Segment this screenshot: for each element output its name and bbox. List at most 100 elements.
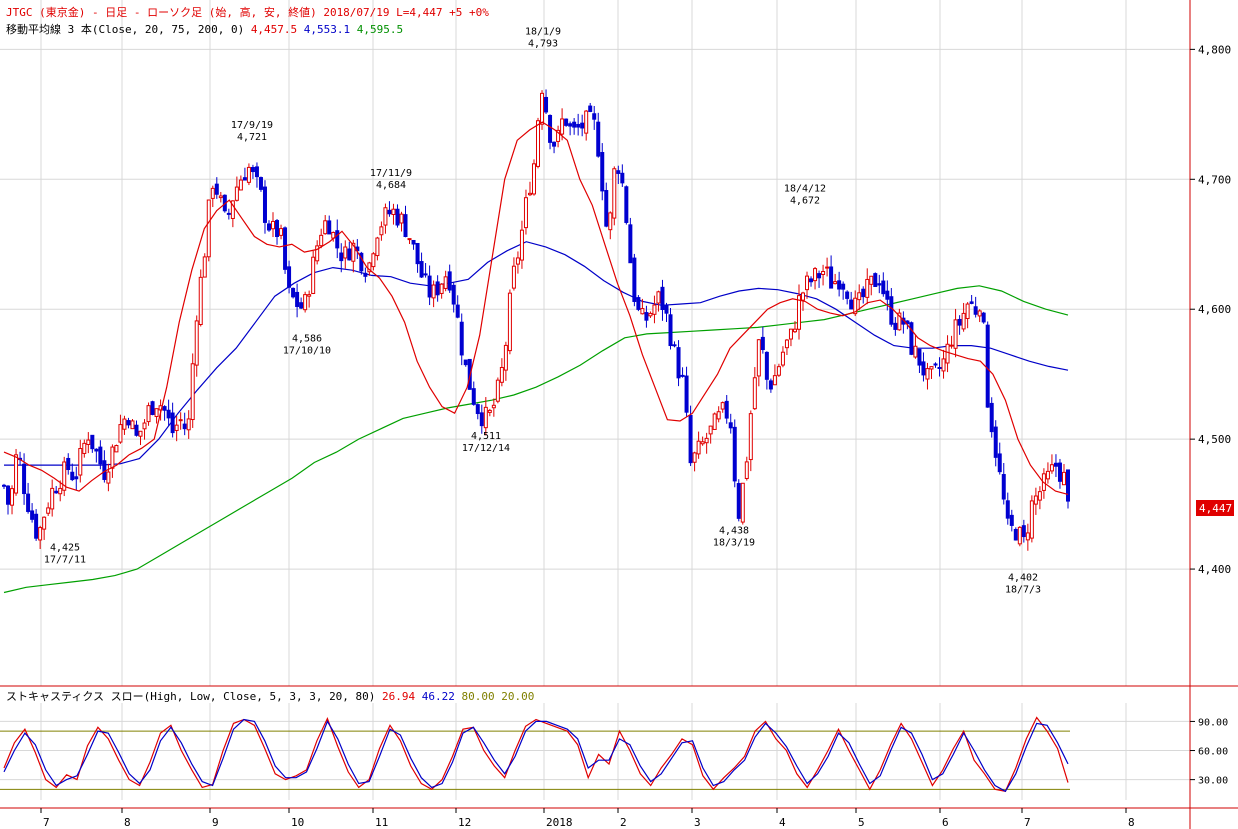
candle-up — [319, 234, 324, 247]
candle-up — [178, 419, 183, 422]
candle-up — [1049, 464, 1054, 472]
candle-down — [1013, 528, 1018, 541]
candle-down — [291, 287, 296, 298]
candle-down — [1066, 469, 1070, 502]
candle-up — [238, 179, 243, 191]
candle-down — [672, 344, 677, 347]
candle-down — [572, 121, 577, 128]
candle-down — [809, 278, 814, 283]
candle-up — [949, 344, 954, 347]
candle-down — [26, 493, 31, 512]
date-tick-label: 9 — [212, 816, 219, 829]
candle-down — [34, 513, 39, 539]
candle-down — [6, 485, 11, 505]
stochastic-d-line — [3, 718, 1069, 793]
annotation-date: 18/7/3 — [1005, 584, 1041, 595]
candle-up — [194, 320, 199, 366]
candle-up — [792, 328, 797, 333]
candle-down — [435, 281, 440, 296]
candle-up — [772, 375, 777, 386]
candle-down — [214, 183, 219, 195]
candle-up — [833, 281, 838, 285]
candle-up — [110, 446, 115, 469]
candle-down — [592, 113, 597, 120]
candle-up — [138, 430, 143, 437]
annotation-value: 4,586 — [292, 333, 322, 344]
candle-up — [941, 358, 946, 372]
candle-down — [957, 318, 962, 326]
candle-up — [46, 507, 51, 514]
price-tick-label: 4,400 — [1198, 563, 1231, 576]
candle-down — [909, 322, 914, 355]
candle-down — [170, 412, 175, 434]
candle-up — [527, 192, 532, 196]
ma-legend-label: 移動平均線 3 本(Close, 20, 75, 200, 0) — [6, 23, 245, 36]
candle-up — [439, 283, 444, 294]
candle-up — [1061, 471, 1066, 486]
candle-down — [134, 424, 139, 436]
candle-down — [262, 186, 267, 223]
candle-down — [22, 463, 27, 495]
stochastic-k-line — [3, 716, 1069, 792]
candle-up — [323, 220, 328, 235]
candle-up — [343, 246, 348, 259]
candle-up — [865, 278, 870, 298]
candle-down — [1021, 525, 1026, 538]
candle-down — [102, 460, 107, 480]
candle-down — [937, 366, 942, 369]
annotation-date: 17/9/19 — [231, 120, 273, 131]
ma20-line — [3, 121, 1069, 495]
candle-up — [708, 425, 713, 435]
candle-down — [1001, 474, 1006, 500]
candle-down — [266, 223, 271, 231]
stochastic-d-value: 46.22 — [421, 690, 455, 703]
candle-up — [821, 271, 826, 275]
candle-up — [42, 516, 47, 530]
candle-down — [90, 434, 95, 450]
date-tick-label: 4 — [779, 816, 786, 829]
last-price-label: 4,447 — [1199, 502, 1232, 515]
candle-up — [640, 308, 645, 315]
stochastic-tick-label: 90.00 — [1198, 717, 1228, 728]
candle-down — [419, 261, 424, 278]
candle-down — [969, 301, 974, 304]
annotation-value: 4,793 — [528, 38, 558, 49]
candle-up — [303, 294, 308, 311]
candle-up — [375, 237, 380, 257]
candle-up — [130, 420, 135, 430]
candle-up — [523, 197, 528, 229]
candle-down — [411, 239, 416, 245]
date-tick-label: 11 — [375, 816, 388, 829]
candle-down — [849, 299, 854, 310]
stochastic-high-value: 80.00 — [461, 690, 495, 703]
candle-up — [515, 257, 520, 265]
candle-down — [459, 321, 464, 356]
candle-down — [580, 122, 585, 129]
ma20-path — [3, 121, 1069, 495]
candle-up — [656, 291, 661, 304]
candle-down — [596, 121, 601, 157]
candle-up — [202, 256, 207, 278]
candle-up — [519, 229, 524, 261]
candle-down — [624, 186, 629, 223]
candle-up — [869, 275, 874, 285]
candle-up — [58, 487, 63, 495]
candle-up — [351, 242, 356, 262]
candle-down — [423, 273, 428, 276]
candle-up — [977, 310, 982, 317]
candle-down — [166, 409, 171, 419]
candle-up — [495, 379, 500, 402]
candle-down — [632, 257, 637, 302]
candle-down — [604, 190, 609, 227]
candle-down — [845, 291, 850, 299]
candle-down — [74, 476, 79, 480]
candle-down — [126, 420, 131, 426]
annotation-date: 18/1/9 — [525, 26, 561, 37]
candle-down — [664, 304, 669, 314]
candle-down — [829, 266, 834, 289]
candle-down — [359, 252, 364, 272]
candle-up — [1045, 470, 1050, 480]
candle-up — [106, 471, 111, 484]
candle-down — [427, 275, 432, 298]
